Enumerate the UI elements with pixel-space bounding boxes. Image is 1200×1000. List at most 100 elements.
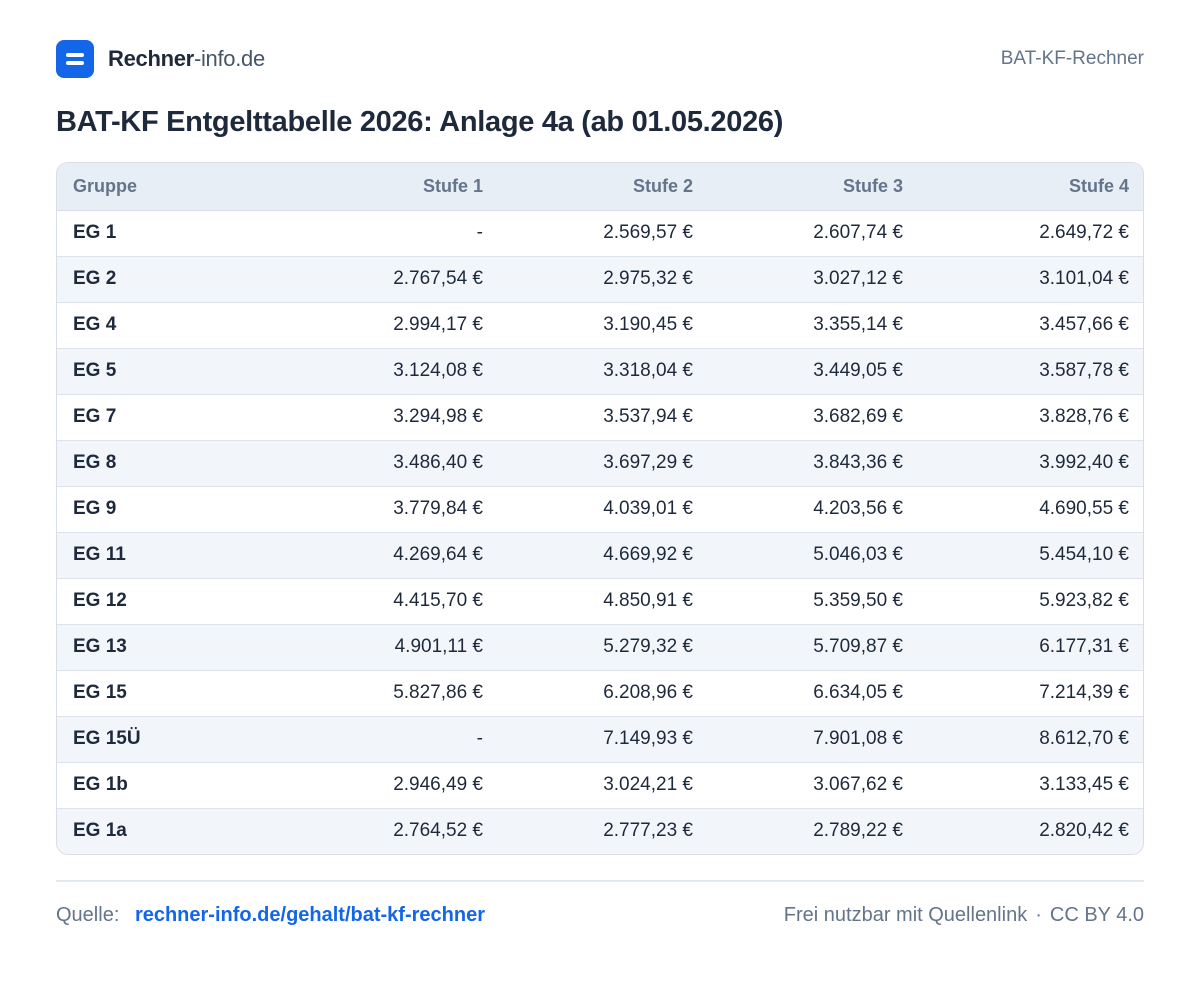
license-name: CC BY 4.0 [1049, 904, 1144, 926]
brand-name: Rechner [108, 46, 194, 71]
table-row: EG 9 3.779,84 €4.039,01 €4.203,56 €4.690,… [57, 486, 1143, 533]
table-header-row: Gruppe Stufe 1 Stufe 2 Stufe 3 Stufe 4 [57, 163, 1143, 211]
cell-stufe-4: 7.214,39 € [919, 670, 1143, 717]
footer-divider [56, 880, 1144, 882]
license-info: Frei nutzbar mit Quellenlink · CC BY 4.0 [784, 904, 1144, 927]
cell-stufe-3: 3.843,36 € [709, 440, 919, 487]
license-separator: · [1035, 904, 1042, 926]
cell-stufe-1: 4.901,11 € [289, 624, 499, 671]
salary-table-container: Gruppe Stufe 1 Stufe 2 Stufe 3 Stufe 4 E… [56, 162, 1144, 855]
brand[interactable]: Rechner -info.de [56, 40, 265, 78]
table-row: EG 2 2.767,54 €2.975,32 €3.027,12 €3.101,… [57, 256, 1143, 303]
table-row: EG 4 2.994,17 €3.190,45 €3.355,14 €3.457,… [57, 302, 1143, 349]
table-row: EG 1a 2.764,52 €2.777,23 €2.789,22 €2.820… [57, 808, 1143, 854]
table-row: EG 1-2.569,57 €2.607,74 €2.649,72 € [57, 210, 1143, 257]
cell-stufe-3: 2.789,22 € [709, 808, 919, 854]
cell-stufe-2: 7.149,93 € [499, 716, 709, 763]
cell-stufe-2: 5.279,32 € [499, 624, 709, 671]
cell-stufe-3: 4.203,56 € [709, 486, 919, 533]
cell-stufe-1: 3.779,84 € [289, 486, 499, 533]
cell-gruppe: EG 1 [57, 210, 289, 257]
logo-bar-top [66, 53, 84, 57]
cell-stufe-3: 7.901,08 € [709, 716, 919, 763]
cell-stufe-4: 5.454,10 € [919, 532, 1143, 579]
cell-gruppe: EG 11 [57, 532, 289, 579]
table-row: EG 8 3.486,40 €3.697,29 €3.843,36 €3.992,… [57, 440, 1143, 487]
cell-stufe-4: 3.828,76 € [919, 394, 1143, 441]
column-header-gruppe: Gruppe [57, 163, 289, 211]
cell-stufe-4: 3.457,66 € [919, 302, 1143, 349]
cell-stufe-1: 3.124,08 € [289, 348, 499, 395]
page-header: Rechner -info.de BAT-KF-Rechner [56, 40, 1144, 78]
cell-stufe-2: 2.569,57 € [499, 210, 709, 257]
cell-stufe-1: - [289, 210, 499, 257]
cell-stufe-2: 4.039,01 € [499, 486, 709, 533]
cell-stufe-2: 3.024,21 € [499, 762, 709, 809]
column-header-stufe-2: Stufe 2 [499, 163, 709, 211]
column-header-stufe-3: Stufe 3 [709, 163, 919, 211]
source-label: Quelle: [56, 904, 120, 926]
cell-gruppe: EG 12 [57, 578, 289, 625]
table-row: EG 7 3.294,98 €3.537,94 €3.682,69 €3.828,… [57, 394, 1143, 441]
cell-stufe-4: 3.101,04 € [919, 256, 1143, 303]
cell-stufe-2: 2.777,23 € [499, 808, 709, 854]
cell-stufe-1: 2.764,52 € [289, 808, 499, 854]
column-header-stufe-4: Stufe 4 [919, 163, 1143, 211]
cell-stufe-4: 8.612,70 € [919, 716, 1143, 763]
table-row: EG 11 4.269,64 €4.669,92 €5.046,03 €5.454… [57, 532, 1143, 579]
cell-stufe-1: 2.767,54 € [289, 256, 499, 303]
license-text: Frei nutzbar mit Quellenlink [783, 904, 1028, 926]
cell-gruppe: EG 13 [57, 624, 289, 671]
table-row: EG 5 3.124,08 €3.318,04 €3.449,05 €3.587,… [57, 348, 1143, 395]
cell-stufe-1: 3.294,98 € [289, 394, 499, 441]
cell-stufe-2: 4.669,92 € [499, 532, 709, 579]
cell-stufe-3: 3.355,14 € [709, 302, 919, 349]
cell-stufe-4: 2.820,42 € [919, 808, 1143, 854]
cell-stufe-4: 3.992,40 € [919, 440, 1143, 487]
cell-stufe-1: 4.415,70 € [289, 578, 499, 625]
cell-gruppe: EG 2 [57, 256, 289, 303]
cell-stufe-3: 3.027,12 € [709, 256, 919, 303]
source-link[interactable]: rechner-info.de/gehalt/bat-kf-rechner [134, 904, 485, 926]
table-row: EG 15Ü -7.149,93 €7.901,08 €8.612,70 € [57, 716, 1143, 763]
cell-stufe-4: 6.177,31 € [919, 624, 1143, 671]
cell-stufe-1: 4.269,64 € [289, 532, 499, 579]
brand-suffix: -info.de [193, 46, 265, 71]
menu-logo-icon [56, 40, 94, 78]
logo-bar-bottom [66, 61, 84, 65]
source: Quelle: rechner-info.de/gehalt/bat-kf-re… [56, 904, 485, 927]
calculator-label: BAT-KF-Rechner [1000, 48, 1144, 69]
cell-gruppe: EG 9 [57, 486, 289, 533]
table-row: EG 13 4.901,11 €5.279,32 €5.709,87 €6.177… [57, 624, 1143, 671]
page-footer: Quelle: rechner-info.de/gehalt/bat-kf-re… [56, 904, 1144, 927]
cell-stufe-1: 2.946,49 € [289, 762, 499, 809]
cell-stufe-2: 3.537,94 € [499, 394, 709, 441]
cell-stufe-1: - [289, 716, 499, 763]
cell-stufe-2: 3.697,29 € [499, 440, 709, 487]
cell-stufe-2: 6.208,96 € [499, 670, 709, 717]
salary-table: Gruppe Stufe 1 Stufe 2 Stufe 3 Stufe 4 E… [57, 163, 1143, 854]
cell-stufe-2: 2.975,32 € [499, 256, 709, 303]
cell-stufe-3: 5.709,87 € [709, 624, 919, 671]
cell-stufe-3: 2.607,74 € [709, 210, 919, 257]
cell-stufe-2: 3.190,45 € [499, 302, 709, 349]
cell-stufe-4: 3.133,45 € [919, 762, 1143, 809]
table-row: EG 15 5.827,86 €6.208,96 €6.634,05 €7.214… [57, 670, 1143, 717]
cell-stufe-1: 5.827,86 € [289, 670, 499, 717]
cell-stufe-3: 3.449,05 € [709, 348, 919, 395]
cell-gruppe: EG 7 [57, 394, 289, 441]
page-title: BAT-KF Entgelttabelle 2026: Anlage 4a (a… [56, 106, 784, 138]
cell-stufe-1: 2.994,17 € [289, 302, 499, 349]
cell-stufe-3: 3.682,69 € [709, 394, 919, 441]
table-row: EG 12 4.415,70 €4.850,91 €5.359,50 €5.923… [57, 578, 1143, 625]
cell-stufe-1: 3.486,40 € [289, 440, 499, 487]
cell-stufe-4: 3.587,78 € [919, 348, 1143, 395]
cell-stufe-2: 3.318,04 € [499, 348, 709, 395]
cell-stufe-2: 4.850,91 € [499, 578, 709, 625]
cell-gruppe: EG 15 [57, 670, 289, 717]
cell-gruppe: EG 1b [57, 762, 289, 809]
column-header-stufe-1: Stufe 1 [289, 163, 499, 211]
cell-gruppe: EG 5 [57, 348, 289, 395]
cell-stufe-3: 6.634,05 € [709, 670, 919, 717]
